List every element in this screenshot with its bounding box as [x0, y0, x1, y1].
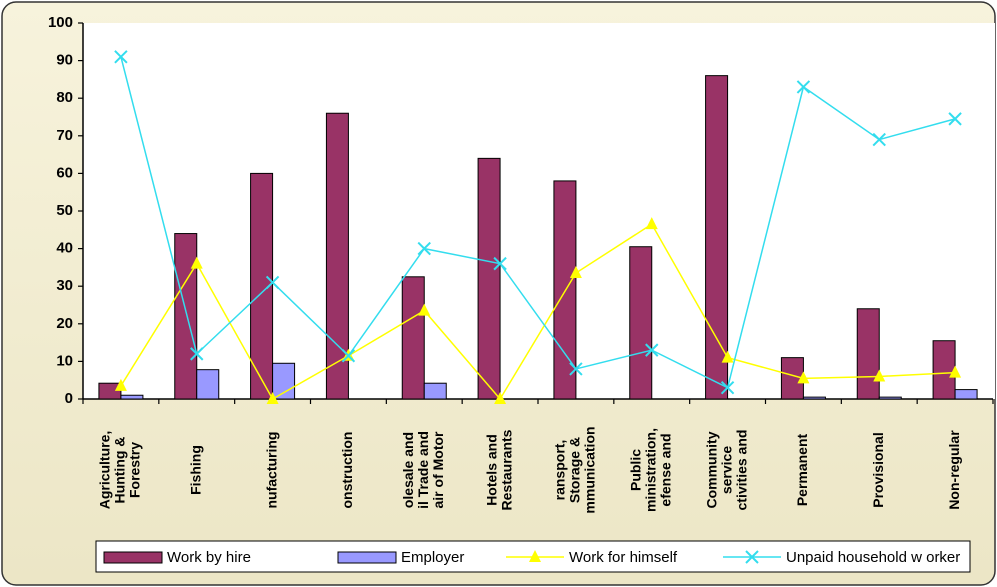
marker-triangle	[494, 392, 507, 404]
marker-x	[341, 349, 356, 363]
bar	[174, 233, 198, 400]
x-tick-label: Forestry	[127, 442, 143, 498]
marker-triangle	[873, 369, 886, 382]
x-tick-label: olesale and	[400, 432, 416, 508]
legend-label: Employer	[401, 549, 464, 566]
line-series	[120, 223, 956, 401]
marker-triangle	[797, 371, 810, 384]
bar	[629, 246, 653, 400]
bar	[98, 382, 122, 400]
x-tick-label: Public	[627, 449, 643, 491]
marker-triangle	[190, 256, 203, 269]
y-tick-label: 40	[56, 240, 73, 257]
marker-x	[190, 347, 204, 361]
x-tick-label: Restaurants	[498, 429, 514, 510]
x-tick-label: Hotels and	[483, 434, 499, 506]
x-tick-label: ransport,	[552, 440, 568, 501]
line-series	[120, 56, 956, 389]
x-tick-label: Agriculture,	[97, 431, 113, 510]
marker-x	[265, 275, 280, 290]
y-tick-label: 60	[56, 164, 73, 181]
marker-x	[569, 362, 583, 376]
marker-triangle	[721, 350, 734, 363]
marker-triangle	[569, 266, 582, 279]
bar	[325, 112, 349, 400]
marker-x	[948, 112, 962, 126]
x-tick-label: Provisional	[870, 432, 886, 507]
x-tick-label: Non-regular	[946, 430, 962, 510]
bar	[477, 157, 501, 400]
marker-triangle	[949, 365, 962, 378]
x-tick-label: Hunting &	[112, 437, 128, 504]
bar	[802, 396, 826, 400]
marker-x	[796, 80, 811, 94]
x-tick-label: ministration,	[642, 428, 658, 512]
bar	[120, 394, 144, 400]
x-tick-label: efense and	[657, 433, 673, 506]
marker-triangle	[114, 378, 127, 391]
x-tick-label: nufacturing	[263, 432, 279, 509]
bar	[932, 340, 956, 400]
plot-area	[83, 23, 995, 399]
y-tick-label: 10	[56, 352, 73, 369]
marker-triangle	[266, 392, 279, 404]
bar	[196, 369, 220, 400]
y-tick-label: 0	[65, 390, 73, 407]
marker-x	[645, 343, 659, 357]
x-tick-label: Community	[703, 431, 719, 508]
marker-triangle	[645, 217, 658, 230]
marker-x	[417, 241, 431, 256]
bar	[856, 308, 880, 400]
legend-label: Work by hire	[167, 549, 251, 566]
x-tick-label: Fishing	[187, 445, 203, 495]
marker-x	[114, 50, 128, 64]
bar	[423, 382, 447, 400]
y-tick-label: 100	[48, 14, 73, 31]
legend-label: Work for himself	[569, 549, 678, 566]
marker-x	[872, 132, 886, 147]
x-tick-label: il Trade and	[415, 431, 431, 509]
y-tick-label: 70	[56, 127, 73, 144]
x-tick-label: Storage &	[567, 437, 583, 503]
legend-label: Unpaid household w orker	[786, 549, 960, 566]
bar	[272, 362, 296, 400]
marker-triangle	[529, 550, 541, 562]
marker-triangle	[418, 303, 431, 316]
bar	[954, 389, 978, 400]
x-tick-label: air of Motor	[430, 431, 446, 509]
x-tick-label: service	[718, 446, 734, 494]
y-tick-label: 80	[56, 89, 73, 106]
marker-x	[720, 381, 735, 395]
bar	[878, 396, 902, 400]
bar	[401, 276, 425, 400]
marker-x	[493, 256, 507, 271]
bar	[250, 172, 274, 400]
category-labels: Agriculture, Hunting & Forestry Fishing nufa…	[97, 426, 962, 513]
y-tick-label: 90	[56, 52, 73, 69]
y-tick-label: 20	[56, 315, 73, 332]
marker-x	[745, 550, 759, 564]
y-tick-label: 50	[56, 202, 73, 219]
y-tick-label: 30	[56, 277, 73, 294]
legend-swatch	[337, 551, 397, 564]
x-tick-label: onstruction	[339, 432, 355, 509]
x-tick-label: Permanent	[794, 433, 810, 506]
x-tick-label: ctivities and	[733, 430, 749, 511]
x-tick-label: mmunication	[582, 426, 598, 513]
bar	[705, 75, 729, 400]
legend-swatch	[103, 551, 163, 564]
